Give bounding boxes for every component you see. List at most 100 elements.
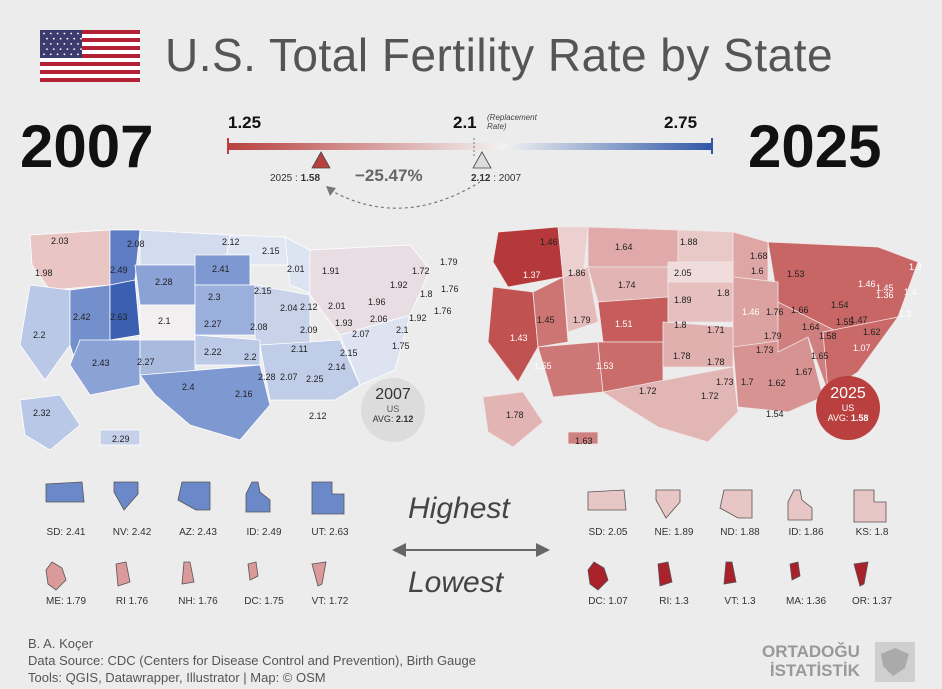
- state-value-label: 2.14: [328, 362, 346, 372]
- state-shape-icon: [789, 561, 801, 581]
- state-value-label: 1.46: [540, 237, 558, 247]
- state-shape-icon: [787, 489, 813, 521]
- credits: B. A. Koçer Data Source: CDC (Centers fo…: [28, 635, 476, 686]
- state-value-label: 2.29: [112, 434, 130, 444]
- state-value-label: 2.42: [73, 312, 91, 322]
- credits-tools: Tools: QGIS, Datawrapper, Illustrator | …: [28, 670, 326, 685]
- replacement-rate-note: (Replacement Rate): [487, 113, 537, 131]
- state-value-label: 2.15: [254, 286, 272, 296]
- state-value-label: 1.67: [795, 367, 813, 377]
- state-shape-label: ID: 1.86: [788, 527, 824, 538]
- state-value-label: 1.8: [420, 289, 433, 299]
- state-shape-label: RI 1.76: [115, 596, 149, 607]
- state-shape-icon: [181, 561, 195, 585]
- scale-min-label: 1.25: [228, 113, 262, 132]
- state-value-label: 2.1: [158, 316, 171, 326]
- state-value-label: 1.8: [717, 288, 730, 298]
- state-value-label: 2.07: [280, 372, 298, 382]
- state-value-label: 1.51: [615, 319, 633, 329]
- state-value-label: 1.3: [899, 309, 912, 319]
- marker-2007-triangle: [472, 151, 492, 169]
- state-shape-label: SD: 2.05: [588, 527, 628, 538]
- us-flag-icon: [40, 30, 140, 82]
- state-value-label: 1.74: [618, 280, 636, 290]
- state-value-label: 1.76: [766, 307, 784, 317]
- state-value-label: 1.91: [322, 266, 340, 276]
- logo-map-icon: [875, 642, 915, 682]
- state-value-label: 1.65: [811, 351, 829, 361]
- state-value-label: 1.78: [707, 357, 725, 367]
- state-value-label: 2.1: [396, 325, 409, 335]
- double-arrow-icon: [392, 543, 550, 557]
- state-shape-label: SD: 2.41: [46, 527, 86, 538]
- state-value-label: 1.45: [876, 283, 894, 293]
- state-value-label: 1.79: [764, 331, 782, 341]
- state-value-label: 2.63: [110, 312, 128, 322]
- state-value-label: 1.7: [741, 377, 754, 387]
- state-value-label: 1.68: [750, 251, 768, 261]
- state-shape-icon: [587, 489, 627, 511]
- state-value-label: 1.07: [853, 343, 871, 353]
- state-shape-icon: [311, 481, 345, 515]
- marker-2007-label: 2.12 : 2007: [471, 173, 522, 184]
- state-shape-label: VT: 1.3: [724, 596, 756, 607]
- state-value-label: 2.4: [182, 382, 195, 392]
- state-value-label: 1.4: [904, 287, 917, 297]
- state-value-label: 2.01: [287, 264, 305, 274]
- state-value-label: 1.55: [836, 317, 854, 327]
- map-2007: [19, 229, 431, 451]
- state-value-label: 2.25: [306, 374, 324, 384]
- state-shape-label: DC: 1.07: [588, 596, 628, 607]
- state-value-label: 2.2: [33, 330, 46, 340]
- state-value-label: 2.28: [155, 277, 173, 287]
- state-shape-label: NE: 1.89: [654, 527, 694, 538]
- scale-max-label: 2.75: [664, 113, 698, 132]
- state-value-label: 1.6: [751, 266, 764, 276]
- state-shape-icon: [723, 561, 737, 585]
- state-value-label: 1.43: [510, 333, 528, 343]
- state-value-label: 1.78: [506, 410, 524, 420]
- state-value-label: 2.08: [250, 322, 268, 332]
- credits-author: B. A. Koçer: [28, 636, 94, 651]
- logo-text: ORTADOĞU İSTATİSTİK: [762, 642, 860, 680]
- state-value-label: 1.46: [858, 279, 876, 289]
- state-value-label: 1.88: [680, 237, 698, 247]
- state-value-label: 2.3: [208, 292, 221, 302]
- fertility-scale-bar: [227, 138, 713, 209]
- state-value-label: 1.64: [615, 242, 633, 252]
- state-value-label: 1.63: [575, 436, 593, 446]
- state-value-label: 1.79: [573, 315, 591, 325]
- state-value-label: 2.15: [262, 246, 280, 256]
- state-value-label: 1.79: [440, 257, 458, 267]
- state-shape-icon: [45, 561, 67, 591]
- state-value-label: 1.58: [819, 331, 837, 341]
- state-value-label: 2.07: [352, 329, 370, 339]
- scale-mid-label: 2.1: [453, 113, 477, 132]
- state-shape-label: UT: 2.63: [311, 527, 349, 538]
- state-shape-label: ND: 1.88: [720, 527, 760, 538]
- state-shape-icon: [177, 481, 211, 511]
- state-shape-icon: [311, 561, 327, 587]
- state-value-label: 2.16: [235, 389, 253, 399]
- state-value-label: 1.72: [412, 266, 430, 276]
- state-value-label: 2.41: [212, 264, 230, 274]
- state-value-label: 1.92: [409, 313, 427, 323]
- state-value-label: 1.76: [441, 284, 459, 294]
- state-shape-label: VT: 1.72: [311, 596, 349, 607]
- state-value-label: 2.27: [137, 357, 155, 367]
- state-shape-icon: [853, 489, 887, 523]
- state-shape-label: DC: 1.75: [244, 596, 284, 607]
- state-value-label: 1.55: [534, 361, 552, 371]
- state-shape-label: ID: 2.49: [246, 527, 282, 538]
- state-value-label: 2.2: [244, 352, 257, 362]
- state-value-label: 2.09: [300, 325, 318, 335]
- state-value-label: 1.72: [639, 386, 657, 396]
- state-value-label: 1.47: [850, 315, 868, 325]
- state-value-label: 1.73: [756, 345, 774, 355]
- percent-change: −25.47%: [355, 166, 423, 185]
- state-value-label: 2.06: [370, 314, 388, 324]
- state-value-label: 2.12: [300, 302, 318, 312]
- state-value-label: 1.66: [791, 305, 809, 315]
- state-value-label: 2.08: [127, 239, 145, 249]
- state-shape-icon: [655, 489, 681, 519]
